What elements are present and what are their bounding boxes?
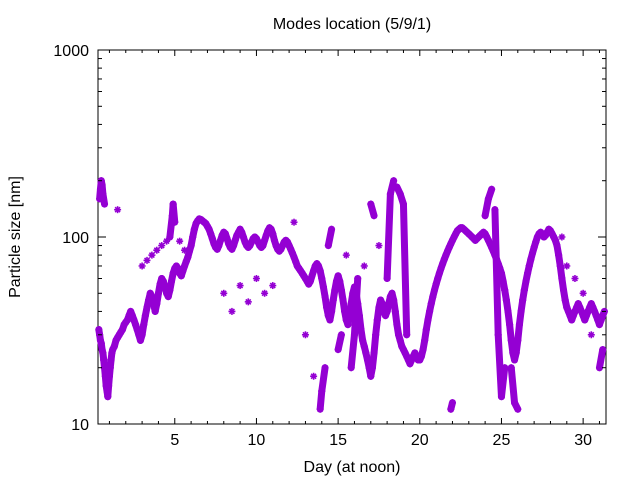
- data-point: [290, 218, 298, 226]
- data-point-band: [399, 200, 411, 339]
- data-points: [95, 177, 608, 413]
- x-tick-label: 5: [170, 432, 179, 449]
- data-point: [181, 246, 189, 254]
- data-point: [571, 274, 579, 282]
- data-point: [514, 405, 522, 413]
- data-point: [579, 289, 587, 297]
- x-tick-label: 15: [329, 432, 347, 449]
- data-point: [599, 346, 607, 354]
- data-point: [158, 242, 166, 250]
- data-point-band: [350, 274, 362, 339]
- data-point: [390, 177, 398, 185]
- data-point: [153, 246, 161, 254]
- data-point-band: [497, 364, 509, 401]
- data-point: [370, 212, 378, 220]
- chart-title: Modes location (5/9/1): [273, 16, 431, 33]
- data-point: [587, 331, 595, 339]
- data-point: [138, 262, 146, 270]
- data-point: [337, 331, 345, 339]
- data-point-band: [318, 364, 329, 395]
- data-point: [190, 225, 198, 233]
- y-tick-label: 10: [71, 417, 89, 434]
- data-point: [252, 274, 260, 282]
- data-point: [301, 331, 309, 339]
- data-point: [236, 282, 244, 290]
- data-point: [171, 218, 179, 226]
- data-point: [114, 206, 122, 214]
- data-point: [228, 307, 236, 315]
- data-point: [328, 225, 336, 233]
- data-point: [176, 237, 184, 245]
- x-tick-label: 30: [574, 432, 592, 449]
- data-point: [310, 372, 318, 380]
- data-point: [354, 274, 362, 282]
- data-point: [143, 256, 151, 264]
- data-point: [342, 251, 350, 259]
- data-point: [563, 262, 571, 270]
- data-point: [220, 289, 228, 297]
- data-point-band: [507, 364, 519, 407]
- data-point: [448, 399, 456, 407]
- data-point: [244, 298, 252, 306]
- x-tick-label: 10: [248, 432, 266, 449]
- data-point-band: [383, 190, 394, 282]
- data-point-band: [347, 331, 358, 372]
- data-point: [321, 364, 329, 372]
- y-tick-label: 100: [62, 230, 89, 247]
- x-tick-label: 20: [411, 432, 429, 449]
- data-point-band: [491, 206, 502, 339]
- data-point: [360, 262, 368, 270]
- data-point: [101, 200, 109, 208]
- data-point: [269, 282, 277, 290]
- x-tick-label: 25: [493, 432, 511, 449]
- data-point: [261, 289, 269, 297]
- data-point: [558, 233, 566, 241]
- data-point: [488, 185, 496, 193]
- data-point: [501, 364, 509, 372]
- data-point: [148, 251, 156, 259]
- y-axis-label: Particle size [nm]: [7, 176, 24, 298]
- x-axis-label: Day (at noon): [304, 459, 401, 476]
- x-axis: 5 10 15 20 25 30: [108, 50, 600, 449]
- data-point: [403, 331, 411, 339]
- y-axis: 10 100 1000: [53, 43, 606, 434]
- data-point: [375, 242, 383, 250]
- y-tick-label: 1000: [53, 43, 89, 60]
